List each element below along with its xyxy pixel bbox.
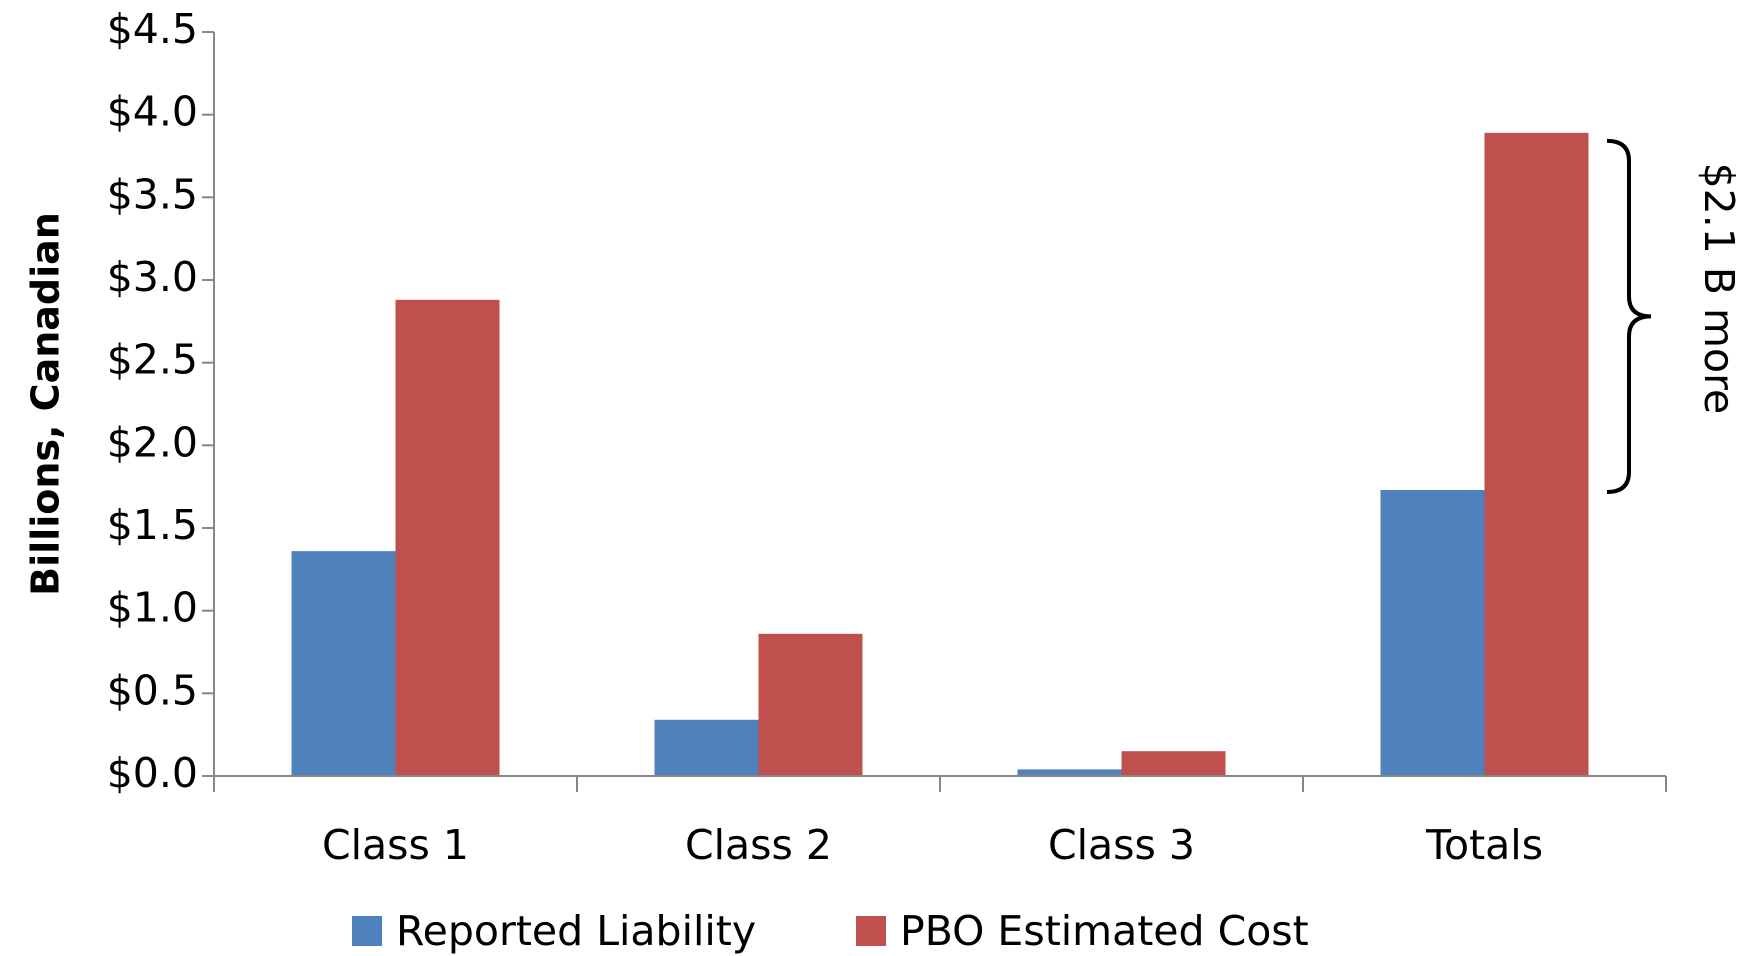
bar-pbo-estimated-cost-class-2: [758, 633, 863, 776]
bars: [291, 132, 1589, 776]
y-tick-label: $3.0: [107, 253, 198, 301]
legend-label: Reported Liability: [396, 907, 756, 955]
annotation: $2.1 B more: [1606, 138, 1743, 494]
y-axis-ticks: $0.0 $0.5 $1.0 $1.5 $2.0 $2.5 $3.0 $3.5 $4.0 $4.5: [107, 5, 214, 797]
y-tick-label: $2.0: [107, 418, 198, 466]
y-tick-label: $0.5: [107, 666, 198, 714]
annotation-label: $2.1 B more: [1695, 163, 1743, 415]
y-tick-label: $2.5: [107, 336, 198, 384]
bar-reported-liability-totals: [1380, 489, 1485, 776]
y-tick-label: $0.0: [107, 749, 198, 797]
y-tick-label: $1.0: [107, 584, 198, 632]
x-tick-label: Class 2: [685, 821, 832, 869]
x-tick-label: Totals: [1425, 821, 1543, 869]
y-tick-label: $4.5: [107, 5, 198, 53]
x-axis-labels: Class 1 Class 2 Class 3 Totals: [322, 821, 1543, 869]
y-tick-label: $1.5: [107, 501, 198, 549]
bar-pbo-estimated-cost-class-1: [395, 299, 500, 776]
legend-label: PBO Estimated Cost: [900, 907, 1309, 955]
legend-swatch: [352, 916, 382, 946]
axes: [213, 32, 1667, 792]
x-tick-label: Class 1: [322, 821, 469, 869]
y-tick-label: $4.0: [107, 88, 198, 136]
x-tick-label: Class 3: [1048, 821, 1195, 869]
y-axis-label-group: Billions, Canadian: [24, 212, 68, 596]
bar-reported-liability-class-2: [654, 719, 759, 776]
legend: Reported Liability PBO Estimated Cost: [352, 907, 1309, 955]
brace-icon: [1606, 138, 1652, 494]
bar-pbo-estimated-cost-class-3: [1121, 751, 1226, 776]
y-tick-label: $3.5: [107, 170, 198, 218]
legend-swatch: [856, 916, 886, 946]
bar-pbo-estimated-cost-totals: [1484, 132, 1589, 776]
bar-reported-liability-class-3: [1017, 769, 1122, 776]
y-axis-label: Billions, Canadian: [24, 212, 68, 596]
bar-reported-liability-class-1: [291, 551, 396, 776]
